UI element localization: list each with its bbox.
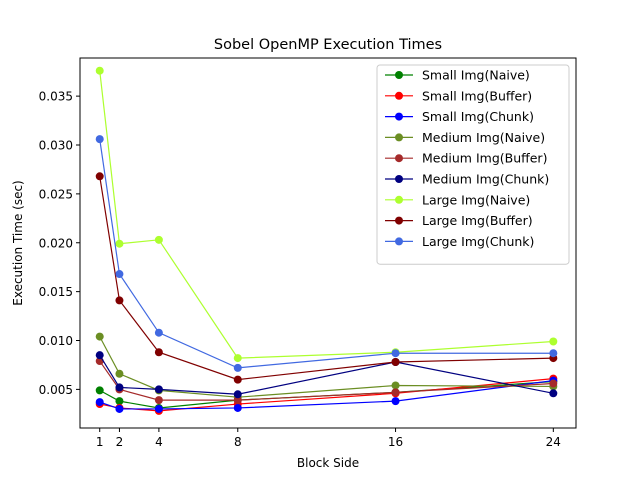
series-line xyxy=(99,70,554,359)
data-point xyxy=(391,397,400,406)
legend-marker xyxy=(395,112,403,121)
legend-marker xyxy=(395,91,403,100)
series-9 xyxy=(95,135,558,372)
data-point xyxy=(154,235,163,244)
data-point xyxy=(115,369,124,378)
series-5 xyxy=(95,357,558,405)
legend-entry: Small Img(Naive) xyxy=(385,68,530,83)
legend-label: Medium Img(Buffer) xyxy=(422,151,547,166)
data-point xyxy=(233,375,242,384)
data-point xyxy=(391,388,400,397)
legend-marker xyxy=(395,133,403,142)
data-point xyxy=(154,328,163,337)
legend-entry: Small Img(Chunk) xyxy=(385,109,534,124)
x-axis: 1 2 4 8 16 24 xyxy=(96,428,561,449)
data-point xyxy=(154,404,163,413)
series-line xyxy=(99,139,554,369)
data-point xyxy=(391,381,400,390)
x-axis-label: Block Side xyxy=(297,456,359,470)
data-point xyxy=(115,239,124,248)
series-line xyxy=(99,360,554,401)
series-line xyxy=(99,176,554,381)
legend-marker xyxy=(395,71,403,79)
legend-entry: Medium Img(Buffer) xyxy=(385,151,547,166)
x-tick-label: 16 xyxy=(388,435,403,449)
data-point xyxy=(154,396,163,405)
legend-label: Large Img(Chunk) xyxy=(422,234,534,249)
data-point xyxy=(95,386,104,395)
data-point xyxy=(549,349,558,358)
legend-label: Small Img(Naive) xyxy=(422,68,530,83)
legend-entry: Large Img(Naive) xyxy=(385,192,530,207)
y-axis-label: Execution Time (sec) xyxy=(11,180,25,305)
data-point xyxy=(233,396,242,405)
legend-marker xyxy=(395,154,403,163)
data-point xyxy=(391,349,400,358)
data-point xyxy=(115,404,124,413)
y-tick-label: 0.020 xyxy=(39,236,73,250)
y-tick-label: 0.030 xyxy=(39,139,73,153)
y-tick-label: 0.015 xyxy=(39,285,73,299)
legend-entry: Large Img(Chunk) xyxy=(385,234,534,249)
data-point xyxy=(549,389,558,398)
y-tick-label: 0.035 xyxy=(39,90,73,104)
data-point xyxy=(95,398,104,407)
data-point xyxy=(95,172,104,181)
legend-label: Small Img(Chunk) xyxy=(422,109,534,124)
series-line xyxy=(99,336,554,398)
legend-marker xyxy=(395,237,403,246)
data-point xyxy=(115,397,124,406)
data-point xyxy=(95,351,104,360)
data-point xyxy=(233,403,242,412)
series-layer xyxy=(95,66,558,415)
legend: Small Img(Naive) Small Img(Buffer) Small I… xyxy=(376,64,570,265)
x-tick-label: 2 xyxy=(116,435,124,449)
x-tick-label: 8 xyxy=(234,435,242,449)
data-point xyxy=(233,354,242,363)
data-point xyxy=(154,385,163,394)
data-point xyxy=(154,348,163,357)
legend-entry: Medium Img(Chunk) xyxy=(385,172,549,187)
series-line xyxy=(99,354,554,395)
legend-label: Large Img(Naive) xyxy=(422,192,530,207)
data-point xyxy=(549,337,558,346)
legend-marker xyxy=(395,175,403,183)
data-point xyxy=(391,358,400,367)
legend-box xyxy=(376,64,570,265)
x-tick-label: 24 xyxy=(546,435,561,449)
legend-label: Small Img(Buffer) xyxy=(422,88,532,103)
data-point xyxy=(95,332,104,341)
data-point xyxy=(95,135,104,144)
legend-entry: Small Img(Buffer) xyxy=(385,88,532,103)
data-point xyxy=(115,270,124,279)
legend-label: Large Img(Buffer) xyxy=(422,213,533,228)
data-point xyxy=(233,363,242,372)
legend-entry: Medium Img(Naive) xyxy=(385,130,545,145)
x-tick-label: 4 xyxy=(155,435,163,449)
legend-label: Medium Img(Naive) xyxy=(422,130,545,145)
data-point xyxy=(233,390,242,399)
y-axis: 0.005 0.010 0.015 0.020 0.025 0.030 0.035 xyxy=(39,90,80,397)
plot-frame xyxy=(79,57,577,429)
y-tick-label: 0.010 xyxy=(39,334,73,348)
chart-title: Sobel OpenMP Execution Times xyxy=(214,37,442,53)
data-point xyxy=(95,66,104,75)
data-point xyxy=(115,296,124,305)
y-tick-label: 0.005 xyxy=(39,383,73,397)
legend-marker xyxy=(395,195,403,204)
legend-label: Medium Img(Chunk) xyxy=(422,172,549,187)
y-tick-label: 0.025 xyxy=(39,187,73,201)
data-point xyxy=(549,379,558,388)
legend-marker xyxy=(395,216,403,225)
x-tick-label: 1 xyxy=(96,435,104,449)
legend-entry: Large Img(Buffer) xyxy=(385,213,533,228)
data-point xyxy=(115,383,124,392)
